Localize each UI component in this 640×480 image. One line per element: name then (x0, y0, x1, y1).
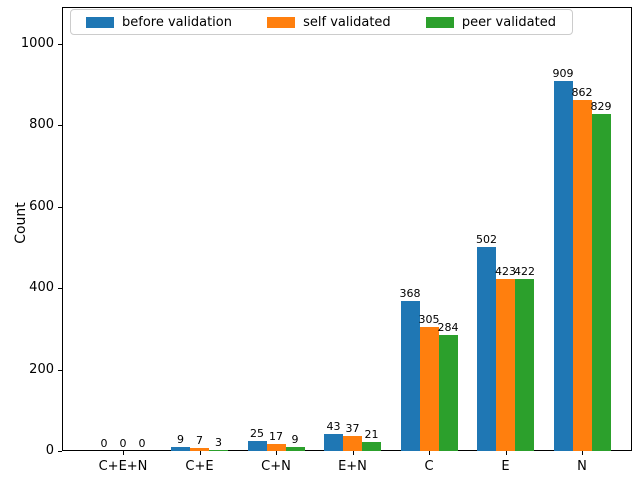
bar (171, 447, 190, 451)
bar (572, 100, 592, 451)
y-tick-label: 400 (29, 280, 54, 296)
y-tick-label: 800 (29, 117, 54, 133)
bar (247, 441, 267, 451)
bar (362, 442, 381, 451)
legend-item: self validated (267, 15, 391, 30)
bar (496, 279, 515, 451)
y-axis-label: Count (13, 202, 29, 244)
bar-value-label: 3 (215, 436, 222, 449)
bar (438, 335, 458, 451)
bar (209, 450, 228, 451)
x-tick-mark (276, 451, 277, 455)
bar-value-label: 37 (345, 422, 360, 435)
bar-value-label: 305 (418, 313, 440, 326)
bar (324, 434, 343, 451)
x-tick-label: C+E (185, 459, 214, 474)
bar (591, 114, 611, 451)
bar-value-label: 9 (291, 433, 299, 446)
bar (285, 447, 305, 451)
bar-value-label: 829 (590, 100, 612, 113)
bar-value-label: 0 (138, 437, 146, 450)
x-tick-label: C (424, 459, 434, 474)
legend-item-label: peer validated (461, 14, 556, 30)
y-tick-mark (58, 451, 62, 452)
bar-value-label: 502 (476, 233, 497, 246)
bar-value-label: 0 (100, 437, 108, 450)
legend-item: before validation (86, 15, 232, 30)
y-tick-mark (58, 125, 62, 127)
y-tick-label: 0 (45, 443, 54, 458)
bar (400, 301, 420, 451)
y-tick-mark (58, 206, 62, 208)
y-tick-mark (58, 369, 62, 371)
x-tick-label: E (501, 459, 510, 474)
y-tick-mark (58, 44, 62, 46)
bar-value-label: 862 (571, 86, 593, 99)
bar-value-label: 422 (514, 265, 535, 278)
x-tick-mark (352, 451, 354, 455)
plot-area (62, 7, 632, 451)
legend-color-swatch (267, 16, 296, 28)
x-tick-mark (429, 451, 430, 455)
x-tick-label: N (577, 459, 587, 474)
bar-value-label: 43 (326, 420, 341, 433)
bar-value-label: 25 (250, 427, 264, 440)
bar (266, 444, 286, 451)
x-tick-label: C+E+N (98, 459, 148, 474)
bar-value-label: 9 (177, 433, 184, 446)
x-tick-mark (199, 451, 201, 455)
y-tick-label: 200 (29, 361, 54, 377)
legend-item-label: self validated (303, 14, 391, 30)
y-tick-label: 1000 (20, 36, 54, 52)
x-tick-label: E+N (338, 459, 367, 474)
bar (419, 327, 439, 451)
x-tick-mark (123, 451, 124, 455)
bar-value-label: 21 (364, 428, 379, 441)
legend-item: peer validated (425, 14, 556, 30)
bar (553, 81, 573, 451)
bar-value-label: 7 (196, 434, 203, 447)
bar-value-label: 0 (119, 437, 127, 450)
bar (190, 448, 209, 451)
bar (515, 279, 534, 451)
y-tick-label: 600 (29, 198, 54, 214)
bar (477, 247, 496, 451)
bar-value-label: 17 (269, 430, 283, 443)
x-tick-label: C+N (261, 459, 291, 474)
legend: before validation self validated peer vali… (70, 9, 573, 35)
legend-color-swatch (86, 16, 114, 28)
x-tick-mark (582, 451, 583, 455)
bar-value-label: 909 (552, 67, 574, 80)
bar-value-label: 423 (495, 265, 516, 278)
y-tick-mark (58, 288, 62, 290)
bar-value-label: 368 (399, 287, 421, 300)
legend-color-swatch (425, 16, 454, 28)
legend-item-label: before validation (122, 14, 232, 30)
x-tick-mark (505, 451, 507, 455)
bar (343, 436, 362, 451)
bar-value-label: 284 (437, 321, 459, 334)
